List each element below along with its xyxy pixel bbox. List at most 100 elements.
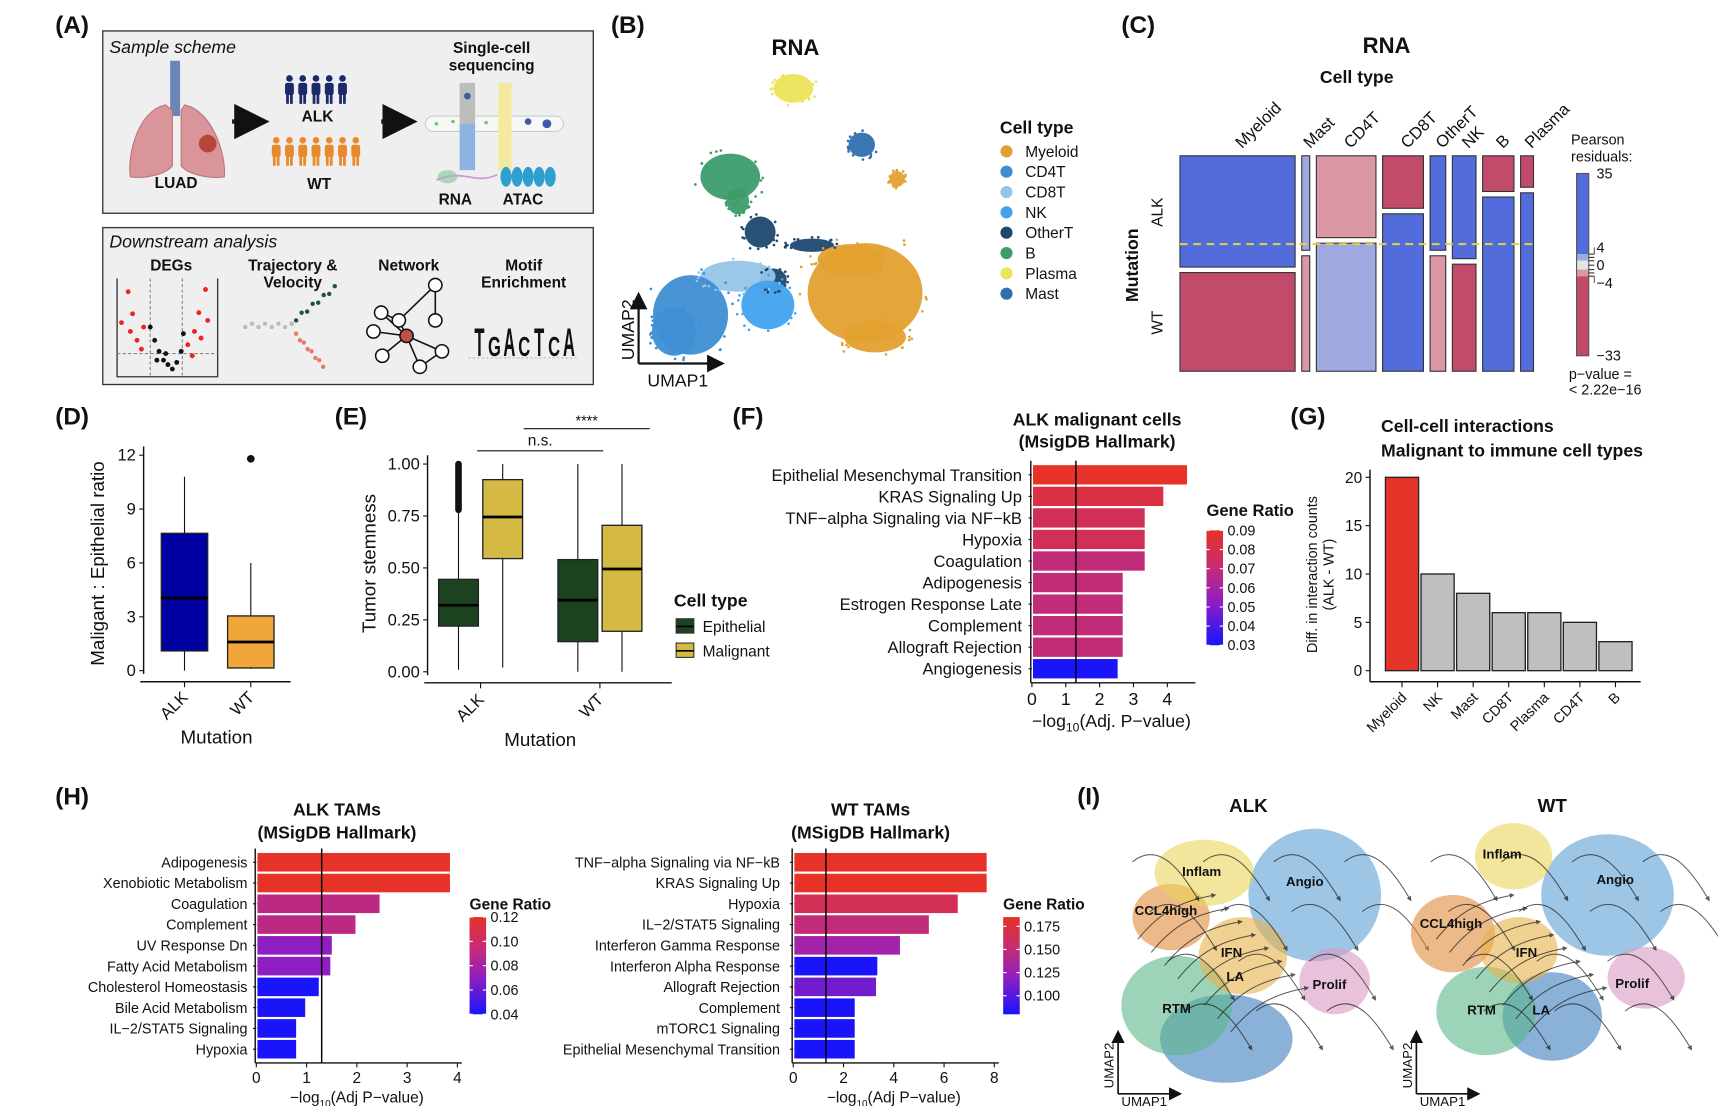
umap-cell-point: [773, 78, 777, 82]
g-y-tick-label: 0: [1354, 663, 1363, 680]
f-bar: [1033, 615, 1123, 636]
umap-cell-point: [725, 204, 728, 207]
umap-cluster-myeloid: [889, 171, 905, 187]
panel-h-wt-bar: WT TAMs (MSigDB Hallmark) TNF−alpha Sign…: [563, 799, 1085, 1106]
volcano-point: [154, 357, 160, 363]
mosaic-col-label: Plasma: [1521, 99, 1574, 152]
person-icon: [343, 155, 346, 166]
velocity-streamline: [1149, 904, 1217, 952]
person-icon: [286, 137, 293, 144]
residual-legend-title-2: residuals:: [1571, 149, 1632, 165]
f-bar-label: Epithelial Mesenchymal Transition: [772, 466, 1022, 485]
g-bar-myeloid: [1384, 476, 1420, 672]
h-wt-bar-label: Hypoxia: [728, 897, 780, 913]
motif-label-2: Enrichment: [481, 274, 566, 291]
trajectory-point: [320, 364, 326, 370]
f-colorbar-label: 0.09: [1227, 523, 1255, 539]
umap-cell-point: [682, 304, 686, 307]
volcano-point: [203, 287, 208, 292]
umap-cell-point: [793, 311, 797, 315]
velocity-streamline: [1465, 953, 1533, 1001]
umap-cell-point: [783, 270, 787, 274]
umap-cell-point: [871, 271, 874, 275]
h-wt-bar-label: TNF−alpha Signaling via NF−kB: [575, 855, 780, 871]
umap-cell-point: [820, 251, 824, 255]
network-label: Network: [378, 258, 439, 275]
h-wt-bar: [794, 936, 900, 955]
e-sig-label-ns: n.s.: [528, 432, 553, 449]
trajectory-point: [269, 324, 274, 330]
panel-label-g: (G): [1290, 403, 1325, 430]
volcano-point: [161, 357, 166, 363]
person-icon: [352, 137, 360, 144]
panel-a-downstream-analysis: Downstream analysis DEGs Trajectory & Ve…: [102, 226, 594, 386]
h-alk-x-axis-title: −log10(Adj P−value): [290, 1090, 424, 1106]
h-alk-title: ALK TAMs: [293, 799, 381, 819]
motif-letter: A: [563, 321, 575, 365]
velocity-streamline: [1515, 972, 1595, 1020]
umap-cell-point: [749, 200, 753, 204]
f-legend-title: Gene Ratio: [1206, 501, 1293, 520]
person-icon: [299, 93, 303, 104]
umap-cell-point: [724, 201, 728, 205]
umap-cell-point: [784, 241, 787, 245]
umap-cell-point: [747, 205, 751, 209]
trajectory-point: [293, 318, 299, 323]
umap-cell-point: [739, 186, 743, 190]
umap-cell-point: [697, 271, 701, 274]
h-alk-bar-label: Cholesterol Homeostasis: [88, 980, 248, 996]
umap-cell-point: [868, 319, 872, 322]
umap-cell-point: [778, 281, 781, 285]
velocity-streamline: [1528, 985, 1608, 1033]
f-bar-label: Adipogenesis: [923, 574, 1022, 593]
umap-cell-point: [824, 272, 828, 276]
mosaic-cell-wt-nk: [1451, 263, 1477, 372]
trajectory-point: [313, 355, 318, 361]
h-wt-bar-label: Interferon Alpha Response: [610, 959, 780, 975]
h-wt-x-tick-label: 0: [789, 1070, 798, 1087]
umap-cell-point: [743, 237, 746, 240]
g-bar-nk: [1420, 573, 1455, 672]
colorbar-segment: [1576, 173, 1589, 255]
pvalue-text: p−value =: [1569, 367, 1632, 383]
trajectory-point: [301, 340, 307, 345]
mosaic-col-label: B: [1492, 131, 1513, 152]
legend-label-myeloid: Myeloid: [1025, 144, 1078, 161]
umap-cell-point: [908, 328, 912, 332]
umap-cluster-plasma: [773, 74, 814, 103]
mosaic-ylabel: Mutation: [1122, 228, 1142, 302]
f-bar: [1033, 508, 1145, 528]
velocity-plot-alk: ALK Inflam CCL4high Angio IFN LA Prolif RTM UMAP…: [1102, 795, 1430, 1106]
e-alk-epithelial-box: [437, 578, 480, 627]
velocity-streamline: [1308, 953, 1377, 1001]
umap-cell-point: [759, 179, 763, 182]
umap-cell-point: [760, 271, 763, 274]
umap-cell-point: [786, 280, 789, 284]
umap-cell-point: [907, 338, 911, 342]
mosaic-cell-wt-myeloid: [1179, 272, 1296, 372]
umap-cell-point: [778, 268, 782, 271]
person-icon: [271, 144, 281, 157]
d-alk-box: [160, 532, 209, 652]
volcano-point: [147, 324, 153, 330]
alk-patients-icon: [285, 75, 347, 104]
umap-clusters: [648, 73, 928, 362]
e-legend-label-malignant: Malignant: [703, 643, 771, 660]
h-wt-bar-label: IL−2/STAT5 Signaling: [642, 918, 780, 934]
velocity-streamline: [1642, 854, 1710, 902]
umap-cell-point: [799, 265, 803, 269]
e-y-tick-label: 0.50: [388, 558, 420, 577]
volcano-plot-icon: [116, 278, 219, 378]
velocity-cluster-label-rtm: RTM: [1467, 1002, 1496, 1017]
person-icon: [303, 155, 307, 166]
umap-cell-point: [696, 276, 700, 280]
mosaic-col-label: Myeloid: [1231, 98, 1285, 152]
umap-cell-point: [847, 147, 851, 150]
network-icon: [366, 277, 450, 375]
motif-letter: C: [518, 330, 530, 362]
h-alk-x-tick-label: 4: [453, 1070, 462, 1087]
f-colorbar-label: 0.03: [1227, 638, 1255, 654]
volcano-point: [130, 311, 136, 317]
legend-swatch-b: [1000, 246, 1013, 260]
umap-cell-point: [809, 255, 812, 258]
